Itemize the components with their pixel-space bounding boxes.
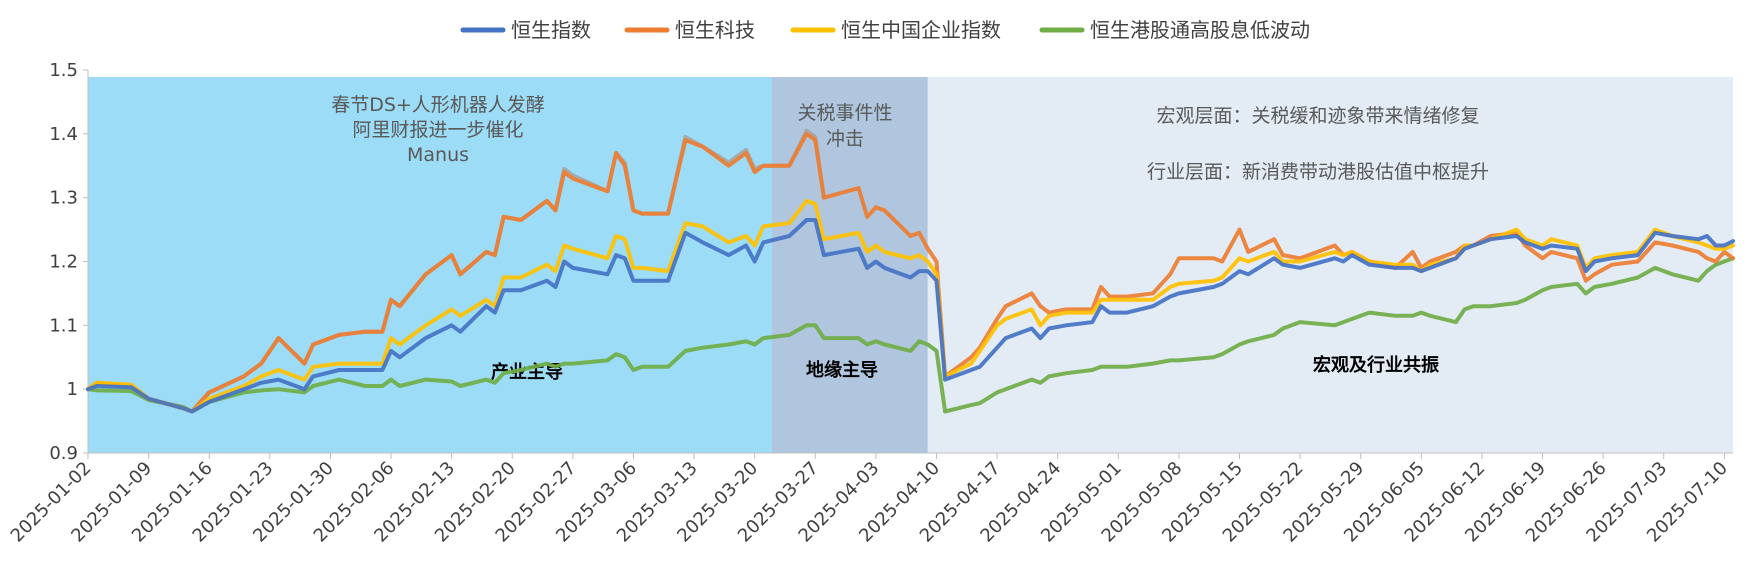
region-1-title: 地缘主导 — [806, 359, 878, 381]
y-tick-label: 1.5 — [49, 60, 78, 81]
legend-label-1: 恒生科技 — [675, 18, 755, 42]
y-tick-label: 1.1 — [49, 315, 78, 336]
series-lines — [86, 128, 1735, 414]
y-tick-label: 1 — [67, 379, 78, 400]
legend-label-0: 恒生指数 — [511, 18, 591, 42]
region-0 — [88, 77, 772, 453]
region-2-note-2: 行业层面：新消费带动港股估值中枢提升 — [1147, 161, 1489, 183]
region-1-note-0: 关税事件性 — [797, 102, 892, 124]
y-tick-label: 1.4 — [49, 124, 78, 145]
region-1-note-1: 冲击 — [826, 128, 864, 150]
region-0-title: 产业主导 — [491, 361, 563, 383]
region-1 — [771, 77, 928, 453]
region-2-note-0: 宏观层面：关税缓和迹象带来情绪修复 — [1156, 105, 1479, 127]
period-regions — [88, 77, 1733, 453]
y-tick-label: 1.3 — [49, 188, 78, 209]
y-tick-label: 1.2 — [49, 252, 78, 273]
region-0-note-0: 春节DS+人形机器人发酵 — [331, 94, 545, 116]
legend: 恒生指数 恒生科技 恒生中国企业指数 恒生港股通高股息低波动 — [460, 18, 1310, 42]
region-0-note-1: 阿里财报进一步催化 — [352, 119, 523, 141]
region-2 — [927, 77, 1733, 453]
legend-label-2: 恒生中国企业指数 — [841, 18, 1001, 42]
legend-label-3: 恒生港股通高股息低波动 — [1090, 18, 1310, 42]
series-line-3 — [86, 256, 1735, 414]
y-tick-label: 0.9 — [49, 443, 78, 464]
series-line-0 — [86, 218, 1735, 414]
region-2-title: 宏观及行业共振 — [1313, 354, 1439, 376]
region-0-note-2: Manus — [407, 144, 469, 166]
